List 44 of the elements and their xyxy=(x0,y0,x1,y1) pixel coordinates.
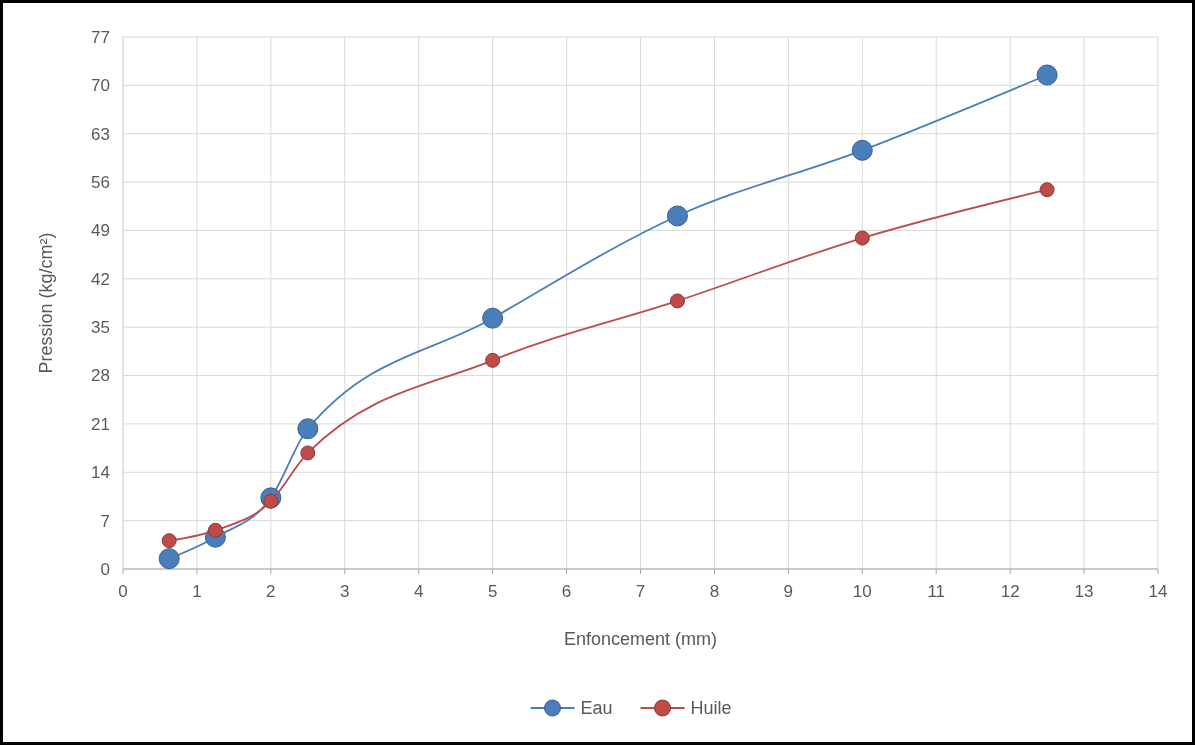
y-tick-label: 42 xyxy=(91,269,110,289)
x-tick-label: 14 xyxy=(1148,582,1168,601)
point xyxy=(1036,64,1058,86)
y-axis-title: Pression (kg/cm²) xyxy=(36,232,56,374)
x-tick-label: 8 xyxy=(709,582,720,601)
x-tick-label: 1 xyxy=(192,582,202,601)
point xyxy=(854,230,870,246)
x-tick-label: 6 xyxy=(561,582,572,601)
point xyxy=(485,352,501,368)
y-tick-label: 28 xyxy=(91,366,110,386)
x-tick-label: 9 xyxy=(783,582,794,601)
x-tick-label: 12 xyxy=(1000,582,1020,601)
y-tick-label: 35 xyxy=(91,318,110,338)
x-tick-label: 7 xyxy=(635,582,646,601)
x-axis-title: Enfoncement (mm) xyxy=(563,629,718,649)
point xyxy=(666,205,688,227)
point xyxy=(161,533,177,549)
point xyxy=(300,445,316,461)
y-tick-label: 49 xyxy=(91,221,110,241)
y-tick-label: 63 xyxy=(91,124,110,144)
point xyxy=(851,139,873,161)
point xyxy=(207,522,223,538)
y-tick-label: 21 xyxy=(91,414,110,434)
x-tick-label: 3 xyxy=(340,582,350,601)
x-tick-label: 0 xyxy=(118,582,128,601)
point xyxy=(158,548,180,570)
x-tick-label: 5 xyxy=(487,582,498,601)
x-tick-label: 2 xyxy=(266,582,276,601)
x-tick-label: 10 xyxy=(852,582,872,601)
y-tick-label: 70 xyxy=(91,76,110,96)
y-tick-label: 56 xyxy=(91,173,110,193)
y-tick-label: 0 xyxy=(100,559,110,579)
point xyxy=(1039,182,1055,198)
point xyxy=(669,293,685,309)
legend-label: Huile xyxy=(690,698,732,719)
legend-label: Eau xyxy=(580,698,613,719)
x-tick-label: 4 xyxy=(413,582,424,601)
y-tick-label: 77 xyxy=(91,27,110,47)
x-tick-label: 11 xyxy=(927,582,946,601)
y-tick-label: 7 xyxy=(100,511,110,531)
point xyxy=(482,307,504,329)
x-tick-label: 13 xyxy=(1074,582,1094,601)
point xyxy=(297,418,319,440)
y-tick-label: 14 xyxy=(91,463,110,483)
